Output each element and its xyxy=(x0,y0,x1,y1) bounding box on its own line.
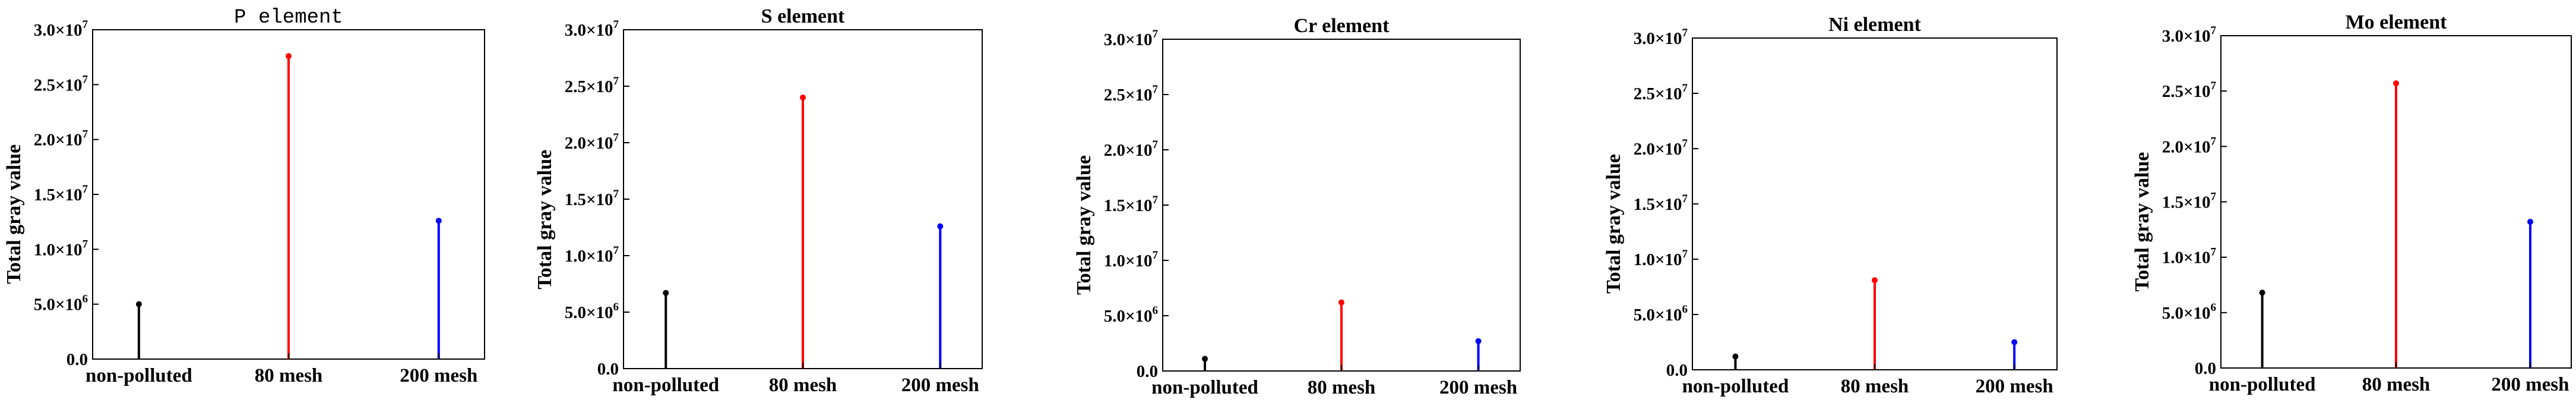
y-tick-label: 1.0×107 xyxy=(565,244,619,266)
bar-cap-3 xyxy=(937,223,944,229)
bar-cap-3 xyxy=(435,218,442,224)
bar-cap-1 xyxy=(135,301,142,307)
x-tick-label-2: 80 mesh xyxy=(1841,376,1909,397)
chart-panel-2: S element Total gray value 0.0 5.0×106 1.0×1… xyxy=(534,5,983,396)
x-tick-label-1: non-polluted xyxy=(86,365,192,386)
chart-title: P element xyxy=(234,7,343,29)
y-tick-label: 2.0×107 xyxy=(1634,137,1688,159)
y-tick-label: 3.0×107 xyxy=(565,18,619,40)
y-tick-label: 2.5×107 xyxy=(2162,80,2217,101)
y-tick-label: 3.0×107 xyxy=(1104,28,1159,49)
x-tick-label-1: non-polluted xyxy=(1151,377,1258,398)
x-tick-label-2: 80 mesh xyxy=(255,365,323,386)
y-tick-label: 3.0×107 xyxy=(1634,27,1688,48)
y-tick-label: 2.0×107 xyxy=(565,131,619,153)
y-tick-label: 0.0 xyxy=(597,360,619,379)
chart-title: S element xyxy=(761,5,845,27)
y-tick-label: 2.5×107 xyxy=(565,75,619,96)
y-tick-label: 3.0×107 xyxy=(34,18,88,40)
y-tick-label: 5.0×106 xyxy=(565,301,619,322)
y-tick-label: 0.0 xyxy=(1666,361,1688,380)
y-tick-label: 1.5×107 xyxy=(1104,194,1159,215)
y-tick-label: 3.0×107 xyxy=(2162,24,2217,46)
chart-title: Cr element xyxy=(1294,15,1390,37)
y-tick-label: 1.5×107 xyxy=(565,188,619,209)
x-tick-label-1: non-polluted xyxy=(1682,376,1789,397)
bar-cap-3 xyxy=(1475,338,1482,344)
x-tick-label-3: 200 mesh xyxy=(400,365,477,386)
y-tick-label: 2.5×107 xyxy=(1104,83,1159,105)
y-tick-label: 5.0×106 xyxy=(34,293,88,314)
y-tick-label: 1.5×107 xyxy=(2162,191,2217,212)
y-tick-label: 5.0×106 xyxy=(2162,301,2216,323)
bar-cap-1 xyxy=(1732,353,1739,360)
y-tick-label: 1.5×107 xyxy=(1634,193,1688,214)
y-tick-label: 1.0×107 xyxy=(2162,246,2217,268)
chart-title: Ni element xyxy=(1828,14,1921,36)
chart-panel-1: P element Total gray value 0.0 5.0×106 1.0×1… xyxy=(3,7,485,386)
y-tick-label: 2.0×107 xyxy=(2162,135,2217,156)
chart-panel-4: Ni element Total gray value 0.0 5.0×106 1.0×… xyxy=(1603,14,2058,397)
y-axis-label: Total gray value xyxy=(2131,152,2153,292)
y-tick-label: 5.0×106 xyxy=(1104,304,1158,326)
bar-cap-2 xyxy=(800,95,806,100)
x-tick-label-3: 200 mesh xyxy=(901,375,979,396)
x-tick-label-1: non-polluted xyxy=(2209,374,2316,395)
x-tick-label-2: 80 mesh xyxy=(1308,377,1376,398)
y-tick-label: 1.5×107 xyxy=(34,183,88,205)
x-tick-label-2: 80 mesh xyxy=(2362,374,2431,395)
y-tick-label: 0.0 xyxy=(2195,359,2216,378)
y-axis-label: Total gray value xyxy=(1603,154,1625,294)
y-tick-label: 0.0 xyxy=(1137,362,1158,381)
x-tick-label-3: 200 mesh xyxy=(2491,374,2569,395)
y-axis-label: Total gray value xyxy=(3,144,25,284)
bar-cap-2 xyxy=(286,53,292,59)
y-axis-label: Total gray value xyxy=(1073,155,1095,295)
x-tick-label-3: 200 mesh xyxy=(1439,377,1517,398)
chart-panel-5: Mo element Total gray value 0.0 5.0×106 1.0×… xyxy=(2131,11,2572,395)
y-tick-label: 1.0×107 xyxy=(1104,249,1159,271)
bar-cap-2 xyxy=(2393,80,2399,87)
y-tick-label: 5.0×106 xyxy=(1634,303,1688,325)
y-tick-label: 2.0×107 xyxy=(1104,139,1159,160)
bar-cap-1 xyxy=(663,290,669,296)
bar-cap-3 xyxy=(2011,339,2018,345)
y-axis-label: Total gray value xyxy=(534,150,556,290)
y-tick-label: 0.0 xyxy=(67,350,88,369)
bar-cap-3 xyxy=(2527,219,2533,225)
x-tick-label-2: 80 mesh xyxy=(769,375,837,396)
x-tick-label-1: non-polluted xyxy=(612,375,719,396)
x-tick-label-3: 200 mesh xyxy=(1976,376,2053,397)
bar-cap-1 xyxy=(2259,290,2265,296)
y-tick-label: 1.0×107 xyxy=(34,238,88,259)
bar-cap-1 xyxy=(1202,356,1208,362)
y-tick-label: 2.5×107 xyxy=(1634,82,1688,103)
y-tick-label: 2.5×107 xyxy=(34,73,88,95)
y-tick-label: 1.0×107 xyxy=(1634,248,1688,269)
y-tick-label: 2.0×107 xyxy=(34,128,88,150)
bar-cap-2 xyxy=(1872,277,1878,284)
bar-cap-2 xyxy=(1338,299,1344,306)
chart-title: Mo element xyxy=(2346,11,2448,33)
chart-panel-3: Cr element Total gray value 0.0 5.0×106 1.0×… xyxy=(1073,15,1521,398)
